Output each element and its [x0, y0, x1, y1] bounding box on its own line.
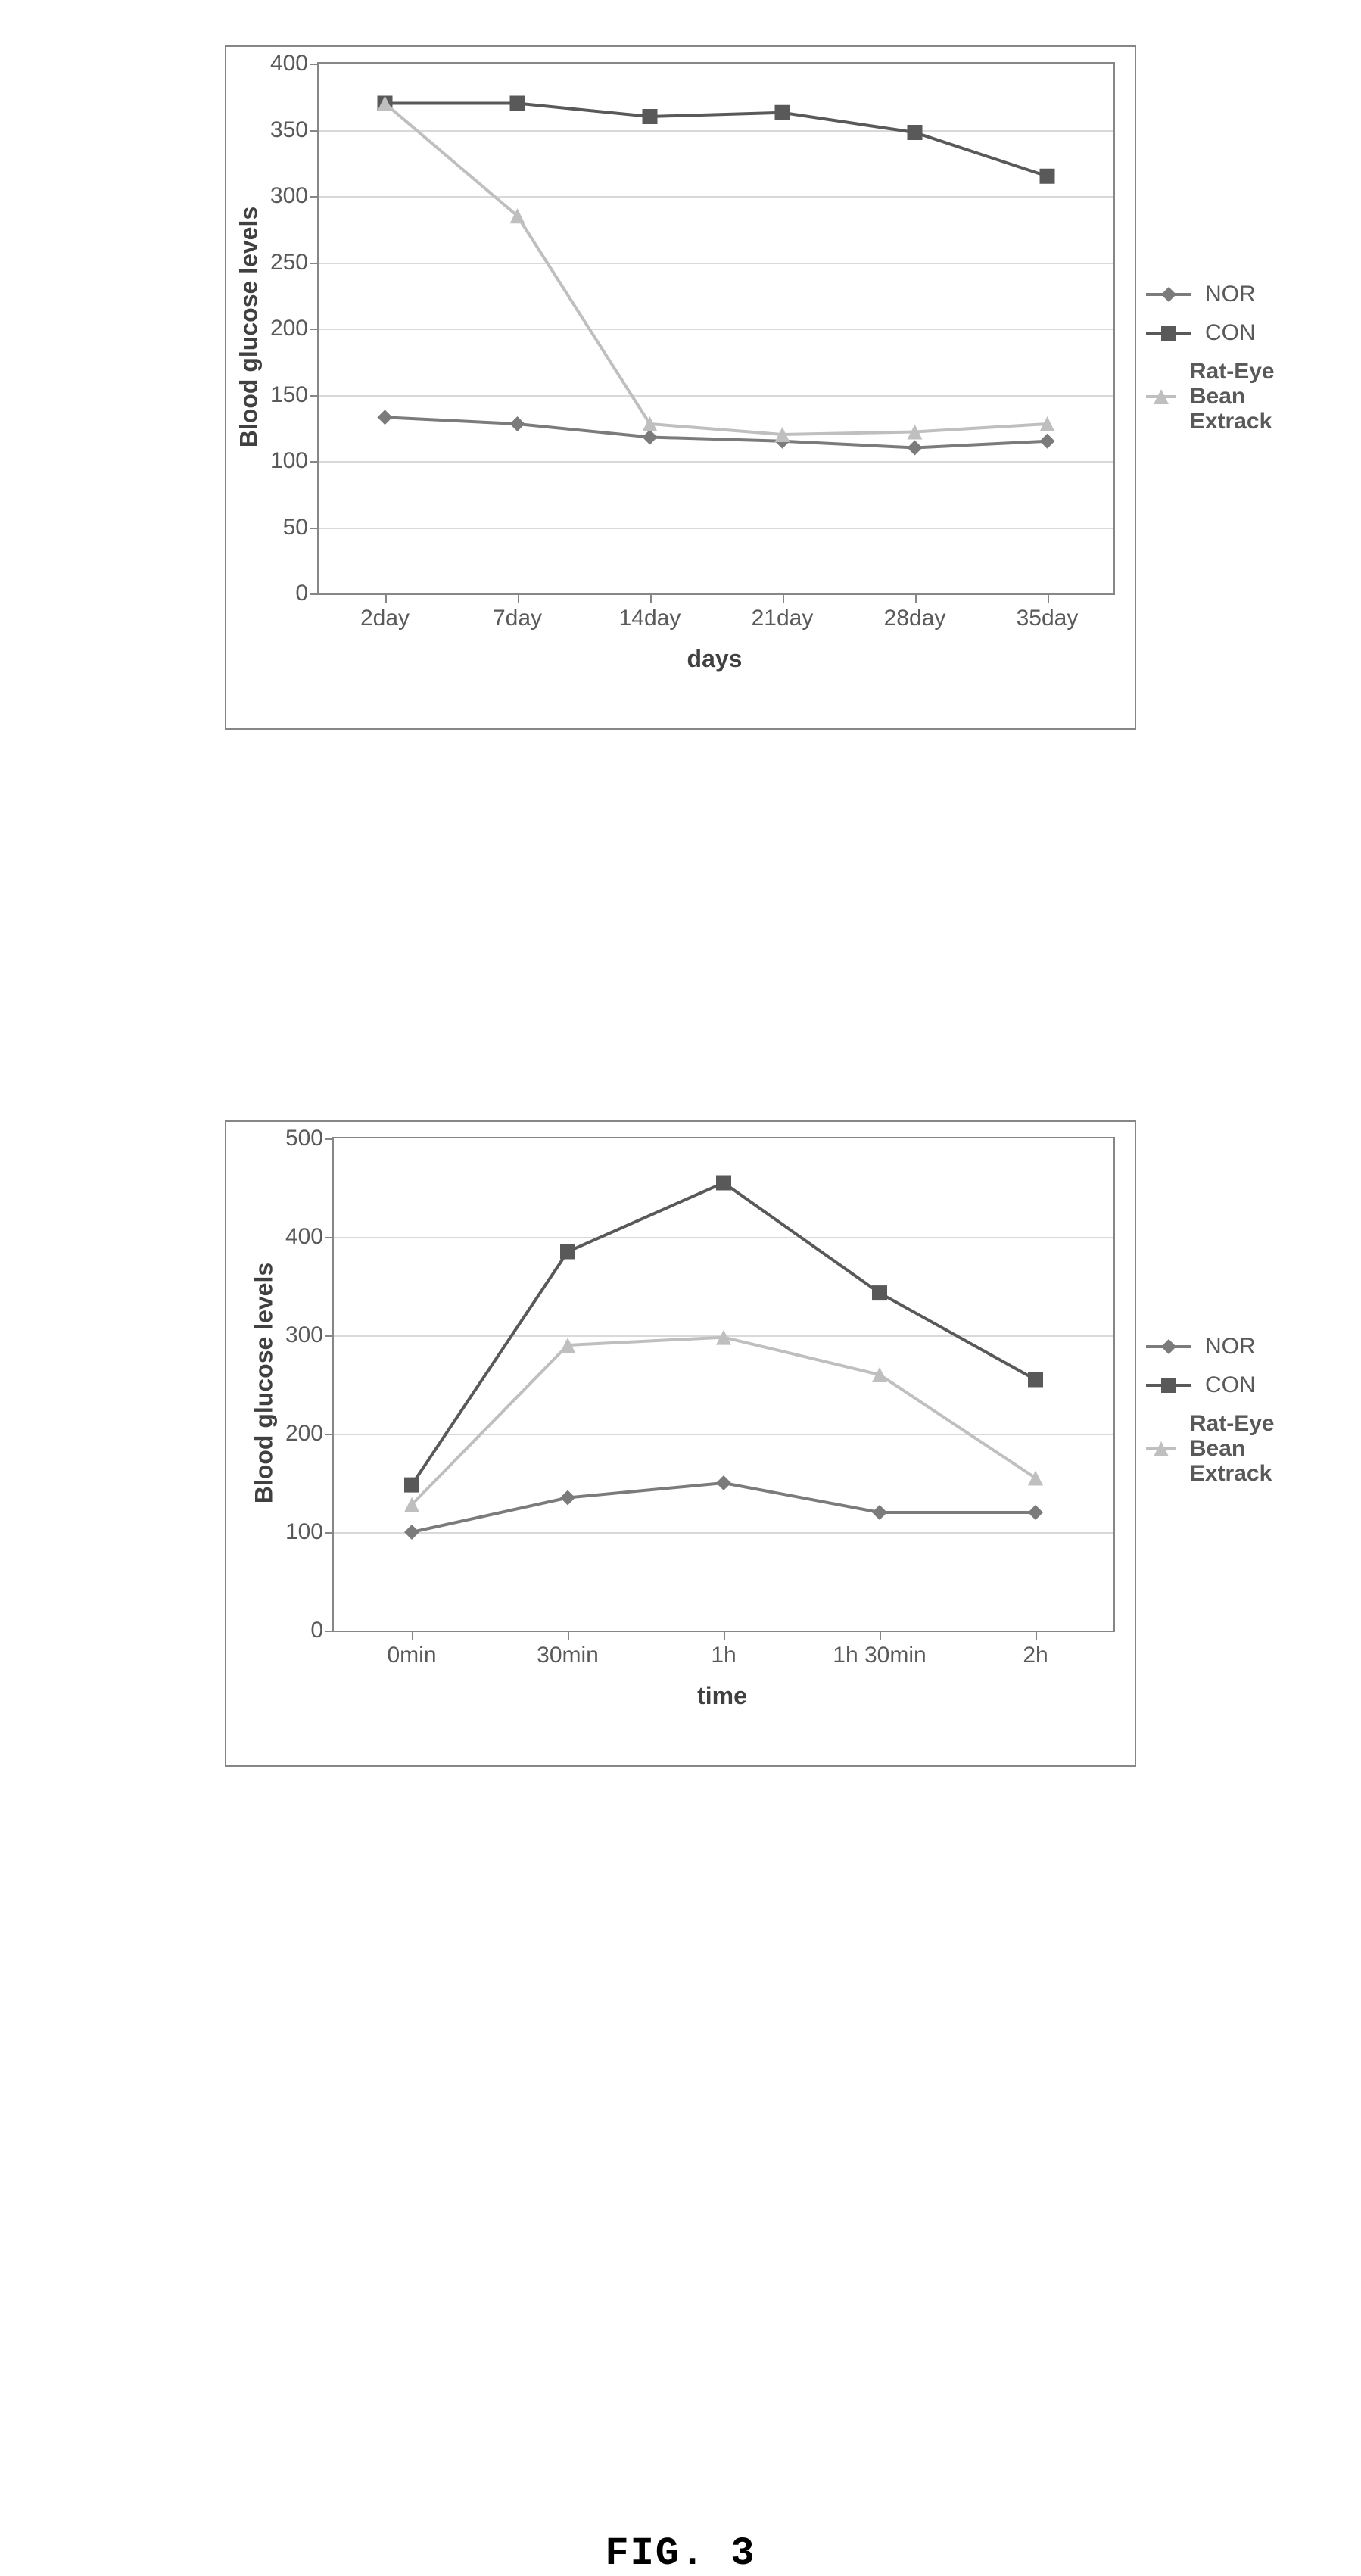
xtick	[915, 593, 917, 603]
xtick-label: 7day	[493, 606, 542, 631]
xtick	[650, 593, 652, 603]
ytick-label: 400	[270, 51, 308, 76]
legend-marker-icon	[1146, 1336, 1191, 1357]
legend-item: CON	[1146, 1372, 1287, 1397]
xtick	[568, 1631, 569, 1640]
y-axis-label: Blood glucose levels	[251, 1263, 279, 1503]
ytick-label: 0	[310, 1618, 323, 1643]
ytick-label: 500	[285, 1126, 323, 1151]
legend-marker-icon	[1146, 1375, 1191, 1396]
xtick	[385, 593, 387, 603]
ytick-label: 100	[285, 1519, 323, 1545]
ytick-label: 300	[285, 1322, 323, 1348]
legend-label: NOR	[1205, 1334, 1256, 1359]
series-line	[385, 104, 1048, 435]
series-svg	[319, 64, 1113, 593]
x-axis-label: days	[687, 645, 743, 673]
ytick	[325, 1335, 334, 1337]
xtick	[783, 593, 784, 603]
xtick	[518, 593, 519, 603]
legend-label: Rat-Eye BeanExtrack	[1190, 359, 1288, 434]
legend-item: Rat-Eye BeanExtrack	[1146, 1411, 1287, 1486]
y-axis-label: Blood glucose levels	[235, 207, 263, 447]
legend-label: CON	[1205, 320, 1256, 345]
chart2-plot-area: 01002003004005000min30min1h1h 30min2h	[332, 1137, 1115, 1632]
x-axis-label: time	[697, 1682, 747, 1710]
chart-blood-glucose-days: 0 50 100 150 200 250 300 350 400 2day 7day 14day 21d…	[225, 45, 1136, 730]
ytick-label: 50	[283, 515, 308, 540]
ytick-label: 300	[270, 183, 308, 209]
legend-item: NOR	[1146, 282, 1287, 307]
legend-label: Rat-Eye BeanExtrack	[1190, 1411, 1288, 1486]
legend-label: CON	[1205, 1372, 1256, 1397]
legend-marker-icon	[1146, 284, 1191, 305]
legend-item: CON	[1146, 320, 1287, 345]
xtick-label: 0min	[387, 1643, 436, 1668]
chart1-legend: NOR CON Rat-Eye BeanExtrack	[1146, 282, 1287, 447]
ytick	[325, 1138, 334, 1140]
chart2-legend: NOR CON Rat-Eye BeanExtrack	[1146, 1334, 1287, 1500]
ytick	[325, 1434, 334, 1435]
series-line	[385, 104, 1048, 176]
xtick	[724, 1631, 725, 1640]
ytick-label: 200	[270, 316, 308, 341]
xtick-label: 2day	[360, 606, 410, 631]
ytick	[310, 461, 319, 463]
ytick-label: 250	[270, 250, 308, 276]
series-svg	[334, 1138, 1113, 1631]
ytick-label: 150	[270, 382, 308, 408]
xtick	[1048, 593, 1049, 603]
legend-label: NOR	[1205, 282, 1256, 307]
ytick-label: 200	[285, 1421, 323, 1447]
ytick	[310, 64, 319, 65]
legend-marker-icon	[1146, 386, 1176, 407]
xtick	[1036, 1631, 1037, 1640]
chart1-plot-area: 0501001502002503003504002day7day14day21d…	[317, 62, 1115, 595]
ytick	[325, 1532, 334, 1534]
xtick-label: 35day	[1017, 606, 1079, 631]
legend-item: Rat-Eye BeanExtrack	[1146, 359, 1287, 434]
ytick	[310, 528, 319, 529]
xtick-label: 21day	[752, 606, 814, 631]
ytick	[310, 196, 319, 198]
ytick-label: 400	[285, 1224, 323, 1250]
xtick-label: 14day	[619, 606, 681, 631]
xtick-label: 1h 30min	[833, 1643, 926, 1668]
legend-item: NOR	[1146, 1334, 1287, 1359]
ytick	[310, 263, 319, 264]
ytick-label: 100	[270, 448, 308, 474]
figure-3-caption: FIG. 3	[0, 2531, 1361, 2576]
ytick	[310, 329, 319, 330]
xtick	[412, 1631, 413, 1640]
ytick	[310, 130, 319, 132]
ytick-label: 0	[295, 581, 308, 606]
series-line	[385, 417, 1048, 447]
xtick-label: 1h	[711, 1643, 736, 1668]
chart-blood-glucose-time: 01002003004005000min30min1h1h 30min2h NO…	[225, 1120, 1136, 1767]
legend-marker-icon	[1146, 1438, 1176, 1459]
ytick	[325, 1631, 334, 1632]
xtick	[880, 1631, 881, 1640]
xtick-label: 2h	[1023, 1643, 1048, 1668]
ytick	[325, 1237, 334, 1238]
legend-marker-icon	[1146, 322, 1191, 344]
ytick-label: 350	[270, 117, 308, 143]
xtick-label: 28day	[884, 606, 946, 631]
ytick	[310, 593, 319, 595]
ytick	[310, 395, 319, 397]
xtick-label: 30min	[537, 1643, 599, 1668]
